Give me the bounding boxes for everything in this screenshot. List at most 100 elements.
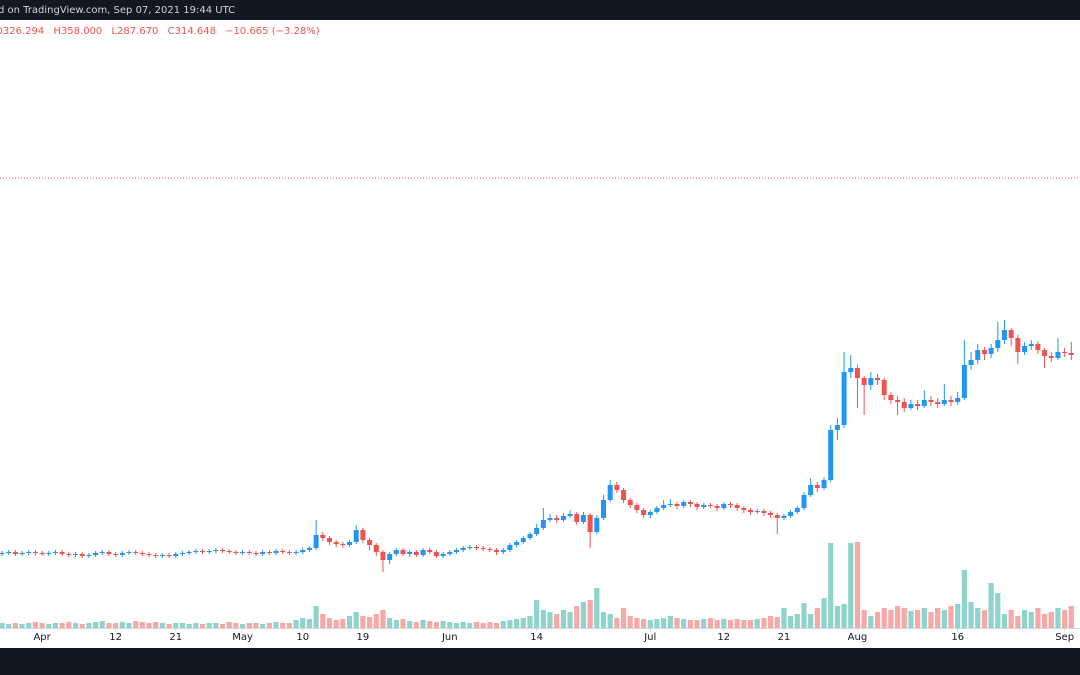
- volume-bar: [868, 616, 874, 628]
- volume-bar: [1028, 612, 1034, 628]
- candle-body: [300, 550, 306, 552]
- top-bar: [0, 0, 1080, 20]
- candle-body: [32, 552, 38, 553]
- volume-bar: [353, 612, 359, 628]
- candle-body: [895, 400, 901, 402]
- candle-body: [433, 552, 439, 556]
- candle-body: [701, 505, 707, 507]
- volume-bar: [139, 622, 145, 628]
- volume-bar: [52, 623, 59, 628]
- candle-body: [326, 538, 332, 542]
- candle-body: [961, 365, 967, 398]
- candle-body: [821, 480, 827, 488]
- candle-body: [928, 400, 934, 402]
- volume-bar: [614, 618, 620, 628]
- volume-bar: [440, 621, 446, 628]
- volume-bar: [66, 622, 72, 628]
- volume-bar: [527, 616, 533, 628]
- volume-bar: [326, 618, 333, 628]
- candle-body: [213, 550, 219, 551]
- candle-body: [373, 545, 379, 552]
- candle-body: [607, 485, 613, 500]
- volume-bar: [594, 588, 600, 628]
- volume-bar: [293, 620, 299, 628]
- candle-body: [119, 553, 125, 555]
- volume-bar: [754, 619, 760, 628]
- candle-body: [734, 505, 740, 508]
- candle-body: [99, 552, 105, 553]
- candle-body: [1008, 330, 1014, 338]
- volume-bar: [360, 616, 366, 628]
- candle-body: [387, 554, 393, 560]
- candle-body: [153, 555, 159, 556]
- candle-body: [293, 552, 299, 553]
- volume-bar: [547, 612, 553, 628]
- volume-bar: [340, 619, 346, 628]
- volume-bar: [313, 606, 319, 628]
- volume-bar: [199, 624, 206, 628]
- candle-body: [179, 553, 185, 554]
- candle-body: [266, 552, 272, 553]
- volume-bar: [346, 616, 353, 628]
- candle-body: [220, 550, 226, 551]
- candle-body: [875, 378, 880, 380]
- volume-bar: [246, 623, 252, 628]
- volume-bar: [861, 610, 867, 628]
- volume-bar: [961, 570, 967, 628]
- candle-body: [647, 512, 653, 515]
- candle-body: [113, 554, 119, 555]
- candle-body: [6, 552, 12, 553]
- volume-bar: [901, 608, 907, 628]
- volume-bar: [888, 610, 894, 628]
- candle-body: [347, 542, 353, 545]
- legend-item: L287.670: [111, 26, 158, 37]
- candle-body: [193, 551, 199, 552]
- volume-bar: [453, 623, 460, 628]
- candle-body: [139, 553, 145, 554]
- candle-body: [407, 552, 413, 554]
- volume-bar: [206, 623, 212, 628]
- candle-body: [52, 552, 58, 553]
- candle-body: [580, 515, 586, 522]
- candle-body: [73, 554, 79, 555]
- volume-bar: [607, 614, 613, 628]
- candle-body: [854, 368, 860, 378]
- candle-body: [1035, 344, 1041, 350]
- volume-bar: [1041, 614, 1048, 628]
- candle-body: [714, 506, 720, 508]
- candle-body: [126, 552, 132, 553]
- volume-bar: [119, 622, 125, 628]
- candle-body: [393, 550, 399, 554]
- volume-bar: [99, 621, 105, 628]
- candle-body: [173, 554, 179, 556]
- volume-bar: [580, 602, 587, 628]
- candle-body: [781, 516, 787, 518]
- volume-bar: [600, 612, 607, 628]
- candle-body: [26, 552, 32, 553]
- candle-body: [1001, 330, 1007, 340]
- volume-bar: [26, 623, 32, 628]
- candle-body: [480, 548, 486, 549]
- volume-bar: [467, 623, 473, 628]
- volume-bar: [841, 604, 847, 628]
- volume-bar: [821, 598, 827, 628]
- candle-body: [233, 552, 239, 553]
- x-tick-label: 21: [169, 632, 182, 643]
- volume-bar: [320, 614, 326, 628]
- candle-body: [621, 490, 627, 500]
- volume-bar: [1048, 612, 1054, 628]
- volume-bar: [366, 617, 373, 628]
- candle-body: [727, 504, 733, 505]
- candle-body: [681, 502, 687, 506]
- candle-body: [888, 395, 894, 400]
- volume-bar: [968, 602, 974, 628]
- volume-bar: [1062, 610, 1068, 628]
- volume-bar: [380, 610, 386, 628]
- candle-body: [353, 530, 359, 542]
- candle-body: [707, 505, 713, 506]
- candle-body: [794, 508, 800, 512]
- candle-body: [547, 518, 553, 520]
- candle-body: [594, 518, 600, 532]
- candle-body: [527, 534, 533, 538]
- candle-body: [186, 552, 192, 553]
